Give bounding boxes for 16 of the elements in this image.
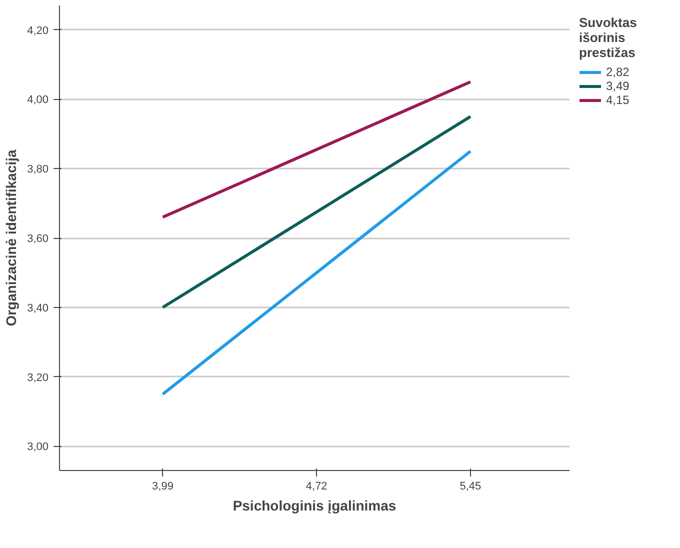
y-tick-label: 3,00 <box>27 441 49 454</box>
x-tick-label: 4,72 <box>306 480 328 492</box>
x-axis-title: Psichologinis įgalinimas <box>232 498 396 514</box>
legend-label: 3,49 <box>606 79 630 93</box>
y-tick-label: 4,00 <box>27 94 49 106</box>
legend-label: 4,15 <box>606 93 630 107</box>
y-tick-label: 3,40 <box>27 302 49 314</box>
y-tick-label: 3,20 <box>27 372 49 384</box>
y-tick-label: 4,20 <box>27 24 49 37</box>
x-tick-label: 5,45 <box>460 480 482 492</box>
legend-label: 2,82 <box>606 65 630 79</box>
y-axis-title: Organizacinė identifikacija <box>3 149 20 326</box>
x-tick-label: 3,99 <box>152 480 174 492</box>
y-tick-label: 3,60 <box>27 233 49 245</box>
legend-title: Suvoktas išorinis prestižas <box>579 15 637 60</box>
y-tick-label: 3,80 <box>27 164 49 176</box>
